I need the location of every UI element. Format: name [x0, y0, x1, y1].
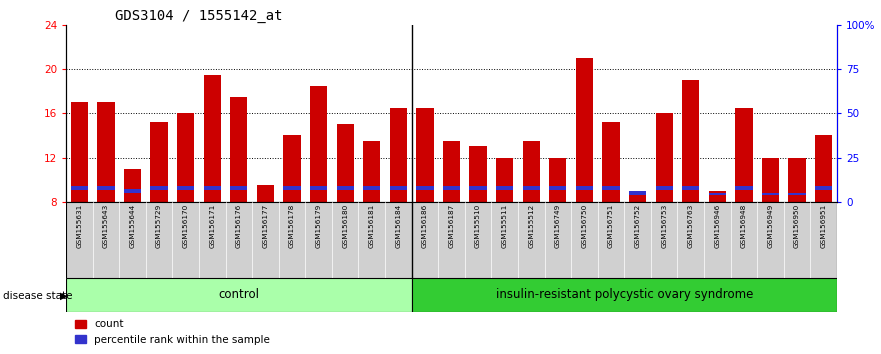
- Bar: [576, 186, 593, 190]
- Text: GSM156753: GSM156753: [661, 204, 667, 248]
- Bar: [522, 141, 540, 202]
- FancyBboxPatch shape: [411, 278, 837, 312]
- Bar: [470, 186, 486, 190]
- Text: GSM155644: GSM155644: [130, 204, 136, 248]
- Bar: [363, 141, 381, 202]
- Text: GSM156749: GSM156749: [555, 204, 561, 248]
- Bar: [815, 186, 833, 190]
- Bar: [151, 122, 167, 202]
- Bar: [230, 97, 248, 202]
- Text: insulin-resistant polycystic ovary syndrome: insulin-resistant polycystic ovary syndr…: [496, 288, 753, 301]
- Bar: [629, 191, 647, 202]
- Bar: [310, 86, 327, 202]
- Bar: [337, 124, 354, 202]
- Text: GSM156949: GSM156949: [767, 204, 774, 248]
- Bar: [603, 122, 619, 202]
- Bar: [708, 193, 726, 195]
- Bar: [708, 191, 726, 202]
- Bar: [549, 158, 566, 202]
- Bar: [310, 186, 327, 190]
- Bar: [389, 108, 407, 202]
- Text: GSM155512: GSM155512: [529, 204, 534, 248]
- Bar: [389, 186, 407, 190]
- Bar: [70, 186, 88, 190]
- Bar: [337, 186, 354, 190]
- Bar: [815, 136, 833, 202]
- Bar: [151, 186, 167, 190]
- Bar: [443, 186, 460, 190]
- Text: GSM156181: GSM156181: [369, 204, 374, 248]
- Text: ▶: ▶: [60, 291, 68, 301]
- Text: GSM156187: GSM156187: [448, 204, 455, 248]
- Text: GSM156950: GSM156950: [794, 204, 800, 248]
- FancyBboxPatch shape: [66, 278, 411, 312]
- Bar: [496, 158, 514, 202]
- Bar: [682, 80, 700, 202]
- Text: GSM156171: GSM156171: [210, 204, 215, 248]
- Bar: [470, 147, 486, 202]
- Text: control: control: [218, 288, 259, 301]
- Bar: [736, 186, 752, 190]
- Text: GSM156948: GSM156948: [741, 204, 747, 248]
- Bar: [788, 193, 806, 195]
- Text: GSM156176: GSM156176: [236, 204, 242, 248]
- Text: GSM156184: GSM156184: [396, 204, 402, 248]
- Text: GDS3104 / 1555142_at: GDS3104 / 1555142_at: [115, 9, 282, 23]
- Text: GSM156186: GSM156186: [422, 204, 428, 248]
- Bar: [70, 102, 88, 202]
- Text: GSM156750: GSM156750: [581, 204, 588, 248]
- Text: GSM156178: GSM156178: [289, 204, 295, 248]
- Text: GSM155643: GSM155643: [103, 204, 109, 248]
- Bar: [284, 186, 300, 190]
- Text: GSM155510: GSM155510: [475, 204, 481, 248]
- Bar: [736, 108, 752, 202]
- Bar: [682, 186, 700, 190]
- Text: GSM155631: GSM155631: [77, 204, 82, 248]
- Bar: [522, 186, 540, 190]
- Text: GSM156752: GSM156752: [634, 204, 640, 248]
- Bar: [363, 186, 381, 190]
- Legend: count, percentile rank within the sample: count, percentile rank within the sample: [71, 315, 274, 349]
- Bar: [576, 58, 593, 202]
- Bar: [549, 186, 566, 190]
- Bar: [655, 113, 673, 202]
- Bar: [97, 102, 115, 202]
- Bar: [496, 186, 514, 190]
- Text: GSM156946: GSM156946: [714, 204, 721, 248]
- Text: GSM156951: GSM156951: [821, 204, 826, 248]
- Text: GSM155729: GSM155729: [156, 204, 162, 248]
- Bar: [417, 108, 433, 202]
- Bar: [284, 136, 300, 202]
- FancyBboxPatch shape: [66, 202, 837, 278]
- Bar: [230, 186, 248, 190]
- Text: GSM156177: GSM156177: [263, 204, 269, 248]
- Bar: [204, 186, 221, 190]
- Bar: [788, 158, 806, 202]
- Bar: [204, 75, 221, 202]
- Bar: [177, 186, 195, 190]
- Bar: [97, 186, 115, 190]
- Bar: [124, 169, 141, 202]
- Text: GSM156179: GSM156179: [315, 204, 322, 248]
- Text: GSM156170: GSM156170: [182, 204, 189, 248]
- Bar: [124, 189, 141, 193]
- Bar: [256, 185, 274, 202]
- Bar: [417, 186, 433, 190]
- Bar: [443, 141, 460, 202]
- Bar: [629, 191, 647, 195]
- Bar: [762, 193, 779, 195]
- Bar: [603, 186, 619, 190]
- Text: GSM156180: GSM156180: [342, 204, 348, 248]
- Text: GSM156751: GSM156751: [608, 204, 614, 248]
- Text: GSM156763: GSM156763: [688, 204, 693, 248]
- Bar: [177, 113, 195, 202]
- Text: GSM155511: GSM155511: [501, 204, 507, 248]
- Bar: [762, 158, 779, 202]
- Text: disease state: disease state: [3, 291, 72, 301]
- Bar: [655, 186, 673, 190]
